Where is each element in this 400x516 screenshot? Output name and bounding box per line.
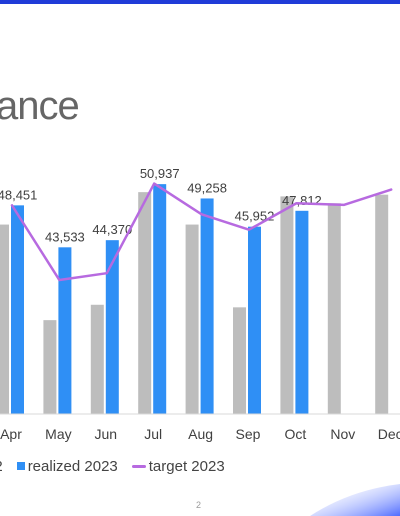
bar-2022-oct bbox=[280, 196, 294, 414]
page-number: 2 bbox=[196, 500, 202, 510]
x-tick-label-apr: Apr bbox=[0, 426, 22, 442]
x-tick-label-dec: Dec bbox=[378, 426, 400, 442]
x-tick-label-may: May bbox=[45, 426, 71, 442]
bar-realized-2023-jun bbox=[105, 240, 119, 414]
bar-2022-dec bbox=[375, 194, 389, 414]
legend-item-2022: 22 bbox=[0, 458, 3, 475]
data-label-realized-2023-may: 43,533 bbox=[45, 229, 85, 244]
bar-2022-apr bbox=[0, 224, 9, 414]
bar-2022-jun bbox=[90, 304, 104, 414]
line-target-2023 bbox=[10, 182, 393, 282]
legend-item-realized-2023: realized 2023 bbox=[16, 457, 118, 475]
legend-label-target-2023: target 2023 bbox=[148, 457, 225, 475]
legend-label-2022: 22 bbox=[0, 458, 3, 475]
legend-label-realized-2023: realized 2023 bbox=[27, 457, 118, 475]
data-label-realized-2023-jul: 50,937 bbox=[140, 166, 180, 181]
bar-realized-2023-sep bbox=[248, 226, 261, 414]
top-accent-rule bbox=[0, 0, 400, 4]
data-label-realized-2023-apr: 48,451 bbox=[0, 187, 37, 202]
bar-realized-2023-jul bbox=[153, 184, 167, 414]
legend-item-target-2023: target 2023 bbox=[131, 457, 225, 475]
bar-realized-2023-apr bbox=[11, 205, 24, 414]
slide-title: ance bbox=[0, 84, 80, 128]
corner-swoosh-decoration bbox=[310, 484, 400, 516]
x-tick-label-jun: Jun bbox=[95, 426, 118, 442]
bar-2022-may bbox=[43, 320, 57, 414]
x-tick-label-aug: Aug bbox=[188, 426, 213, 442]
chart-legend: 22 realized 2023 target 2023 bbox=[0, 457, 225, 475]
data-label-realized-2023-jun: 44,370 bbox=[92, 222, 132, 237]
bar-2022-jul bbox=[138, 192, 152, 414]
bar-2022-sep bbox=[233, 307, 246, 414]
bar-realized-2023-oct bbox=[295, 210, 309, 414]
x-tick-label-jul: Jul bbox=[144, 426, 162, 442]
legend-swatch-realized-2023 bbox=[16, 462, 25, 470]
x-tick-label-sep: Sep bbox=[236, 426, 261, 442]
data-label-realized-2023-aug: 49,258 bbox=[187, 180, 227, 195]
bar-realized-2023-aug bbox=[200, 198, 214, 414]
bar-2022-nov bbox=[327, 203, 341, 414]
x-tick-label-oct: Oct bbox=[285, 426, 307, 442]
data-label-realized-2023-sep: 45,952 bbox=[235, 209, 275, 224]
legend-swatch-target-2023 bbox=[131, 464, 146, 468]
data-label-realized-2023-oct: 47,812 bbox=[282, 193, 322, 208]
bar-2022-aug bbox=[185, 224, 199, 414]
bar-realized-2023-may bbox=[58, 247, 72, 414]
x-tick-label-nov: Nov bbox=[330, 426, 355, 442]
